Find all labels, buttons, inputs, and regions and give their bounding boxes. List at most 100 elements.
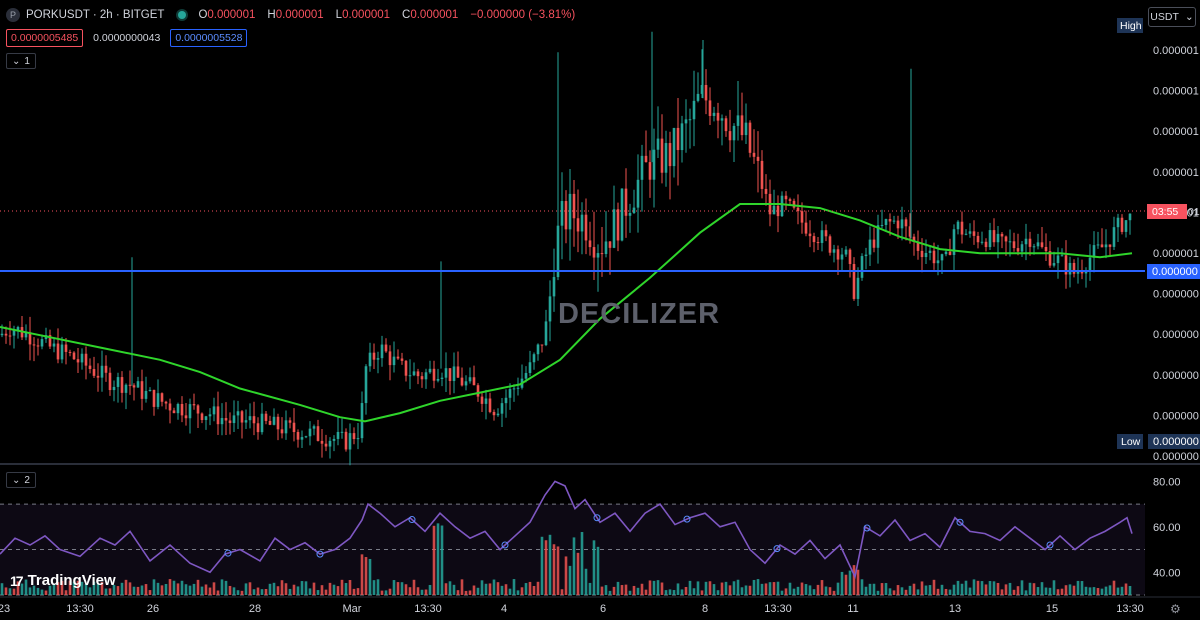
candle-body (364, 366, 368, 404)
volume-bar (108, 588, 112, 595)
candle-body (88, 365, 92, 370)
candle-body (424, 372, 428, 380)
symbol-title[interactable]: PORKUSDT · 2h · BITGET (26, 9, 165, 21)
candle-body (200, 413, 204, 421)
volume-bar (376, 579, 380, 595)
candle-body (104, 365, 108, 373)
candle-body (856, 277, 860, 299)
candle-body (84, 353, 88, 366)
volume-bar (1096, 588, 1100, 595)
volume-bar (176, 583, 180, 595)
candle-body (380, 344, 384, 359)
volume-bar (300, 581, 304, 595)
candle-body (776, 205, 780, 217)
volume-bar (500, 585, 504, 595)
candle-body (1080, 271, 1084, 274)
candle-body (704, 84, 708, 101)
price-axis-tick: 0.000001 (1153, 167, 1199, 179)
volume-bar (584, 568, 588, 595)
candle-body (692, 100, 696, 120)
moving-average-line (0, 203, 1133, 423)
candle-body (1028, 238, 1032, 247)
watermark-text: DECILIZER (558, 298, 721, 330)
volume-bar (144, 584, 148, 595)
volume-bar (668, 589, 672, 595)
volume-bar (320, 585, 324, 595)
volume-bar (788, 582, 792, 595)
price-axis-tick: 0.000001 (1153, 126, 1199, 138)
volume-bar (1104, 586, 1108, 595)
candle-body (820, 230, 824, 243)
candle-body (352, 433, 356, 440)
volume-bar (140, 585, 144, 595)
volume-bar (444, 583, 448, 595)
rsi-marker (408, 516, 416, 524)
candle-body (1052, 263, 1056, 266)
volume-bar (556, 546, 560, 595)
volume-bar (396, 582, 400, 595)
time-axis-tick: 13:30 (764, 603, 792, 615)
tradingview-logo[interactable]: 17 TradingView (10, 572, 116, 589)
rsi-axis-tick: 80.00 (1153, 476, 1181, 488)
volume-bar (200, 586, 204, 595)
sell-price-button[interactable]: 0.0000005485 (6, 29, 84, 47)
currency-select[interactable]: USDT ⌄ (1148, 7, 1196, 27)
pane-1-toggle[interactable]: ⌄ 1 (6, 53, 36, 69)
candle-body (668, 143, 672, 167)
volume-bar (172, 580, 176, 595)
volume-bar (708, 581, 712, 595)
candle-body (808, 233, 812, 237)
candle-body (312, 426, 316, 429)
candle-body (836, 249, 840, 260)
candle-body (940, 254, 944, 261)
candle-body (468, 377, 472, 382)
volume-bar (1080, 581, 1084, 595)
candle-body (320, 440, 324, 444)
volume-bar (560, 589, 564, 595)
rsi-marker (863, 524, 871, 532)
candle-body (1032, 246, 1036, 248)
volume-bar (496, 582, 500, 595)
candle-body (396, 356, 400, 359)
candle-body (800, 211, 804, 223)
volume-bar (1128, 585, 1132, 595)
candle-body (528, 362, 532, 373)
candle-body (464, 381, 468, 386)
volume-bar (924, 585, 928, 595)
volume-bar (48, 585, 52, 595)
volume-bar (312, 582, 316, 595)
gear-icon[interactable]: ⚙ (1170, 602, 1181, 616)
rsi-marker (956, 518, 964, 526)
candle-body (4, 333, 8, 336)
volume-bar (208, 587, 212, 595)
volume-bar (440, 525, 444, 595)
candle-body (1104, 244, 1108, 248)
volume-bar (488, 583, 492, 595)
buy-price-button[interactable]: 0.0000005528 (170, 29, 248, 47)
price-axis-tick: 0.000000 (1153, 289, 1199, 301)
volume-bar (884, 583, 888, 595)
candle-body (340, 431, 344, 433)
candle-body (764, 188, 768, 194)
candle-body (444, 368, 448, 378)
volume-bar (120, 582, 124, 595)
candle-body (40, 339, 44, 347)
volume-bar (248, 582, 252, 595)
volume-bar (1072, 585, 1076, 595)
volume-bar (772, 582, 776, 595)
volume-bar (56, 582, 60, 595)
volume-bar (604, 585, 608, 595)
pane-2-toggle[interactable]: ⌄ 2 (6, 472, 36, 488)
volume-bar (900, 587, 904, 595)
candle-body (260, 413, 264, 433)
candle-body (32, 344, 36, 346)
candles-group (0, 49, 1132, 466)
volume-bar (400, 582, 404, 595)
candle-body (908, 226, 912, 237)
volume-bar (956, 580, 960, 595)
volume-bar (868, 583, 872, 595)
volume-bar (572, 537, 576, 595)
volume-bar (828, 587, 832, 595)
volume-bar (684, 586, 688, 595)
